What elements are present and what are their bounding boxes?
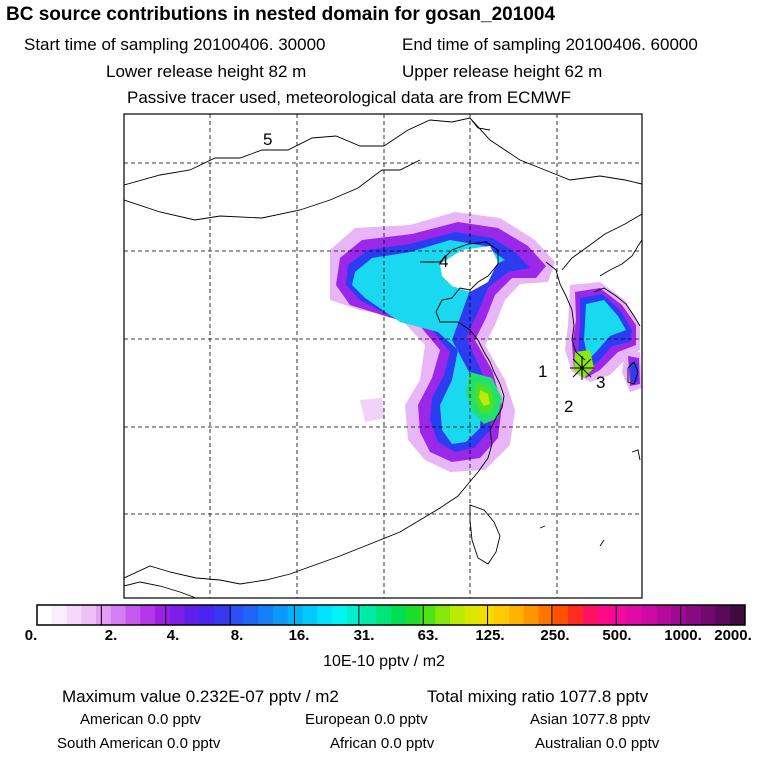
south-american-contribution: South American 0.0 pptv [57, 735, 221, 752]
colorbar-label: 2000. [714, 627, 752, 644]
colorbar-swatch [405, 605, 421, 625]
colorbar-label: 0. [24, 627, 38, 644]
colorbar-swatch [243, 605, 259, 625]
american-contribution: American 0.0 pptv [80, 711, 201, 728]
colorbar-swatch [582, 605, 598, 625]
tracer-info: Passive tracer used, meteorological data… [127, 88, 572, 107]
colorbar-swatch [494, 605, 510, 625]
australian-contribution: Australian 0.0 pptv [535, 735, 660, 752]
colorbar-swatch [214, 605, 230, 625]
colorbar-swatch [302, 605, 318, 625]
colorbar-swatch [420, 605, 436, 625]
colorbar-label: 250. [540, 627, 570, 644]
colorbar-swatch [96, 605, 112, 625]
colorbar-swatch [464, 605, 480, 625]
colorbar-swatch [450, 605, 466, 625]
colorbar-swatch [317, 605, 333, 625]
colorbar-swatch [273, 605, 289, 625]
colorbar-swatch [538, 605, 554, 625]
map-area [124, 114, 642, 598]
colorbar-swatch [155, 605, 171, 625]
colorbar-label: 8. [230, 627, 244, 644]
colorbar-label: 2. [104, 627, 118, 644]
colorbar-swatch [51, 605, 67, 625]
colorbar-swatch [391, 605, 407, 625]
colorbar-label: 4. [166, 627, 180, 644]
colorbar-swatch [110, 605, 126, 625]
colorbar-swatch [641, 605, 657, 625]
sampling-end-time: End time of sampling 20100406. 60000 [402, 35, 698, 54]
colorbar-swatch [568, 605, 584, 625]
colorbar-swatch [332, 605, 348, 625]
colorbar-swatch [686, 605, 702, 625]
colorbar-swatch [169, 605, 185, 625]
colorbar-label: 1000. [664, 627, 702, 644]
colorbar-swatch [125, 605, 141, 625]
colorbar-unit: 10E-10 pptv / m2 [323, 653, 445, 670]
sampling-start-time: Start time of sampling 20100406. 30000 [24, 35, 326, 54]
coastlines [124, 117, 642, 598]
colorbar-swatch [627, 605, 643, 625]
colorbar-label: 16. [288, 627, 310, 644]
colorbar-label: 125. [475, 627, 505, 644]
colorbar-swatch [361, 605, 377, 625]
colorbar-swatch [509, 605, 525, 625]
colorbar-swatch [140, 605, 156, 625]
colorbar-swatch [656, 605, 672, 625]
colorbar-swatch [700, 605, 716, 625]
colorbar-swatch [612, 605, 628, 625]
colorbar-label: 63. [417, 627, 439, 644]
colorbar-label: 500. [602, 627, 632, 644]
colorbar-frame [36, 604, 746, 626]
colorbar-swatch [346, 605, 362, 625]
colorbar [36, 604, 746, 626]
colorbar-swatch [287, 605, 303, 625]
african-contribution: African 0.0 pptv [330, 735, 435, 752]
marker-5: 5 [263, 130, 273, 149]
colorbar-swatch [199, 605, 215, 625]
colorbar-swatch [37, 605, 53, 625]
upper-release-height: Upper release height 62 m [402, 62, 603, 81]
colorbar-swatch [730, 605, 746, 625]
graticule [124, 114, 642, 598]
marker-3: 3 [596, 373, 606, 392]
asian-contribution: Asian 1077.8 pptv [530, 711, 651, 728]
colorbar-swatch [66, 605, 82, 625]
map-frame [123, 113, 643, 599]
colorbar-swatch [523, 605, 539, 625]
marker-2: 2 [564, 397, 574, 416]
colorbar-swatch [671, 605, 687, 625]
plume-hotspot [466, 350, 594, 424]
colorbar-swatch [435, 605, 451, 625]
european-contribution: European 0.0 pptv [305, 711, 428, 728]
maximum-value: Maximum value 0.232E-07 pptv / m2 [62, 687, 339, 706]
colorbar-swatch [715, 605, 731, 625]
marker-1: 1 [538, 362, 548, 381]
colorbar-label: 31. [353, 627, 375, 644]
total-mixing-ratio: Total mixing ratio 1077.8 pptv [427, 687, 649, 706]
receptor-star-icon [570, 356, 594, 380]
colorbar-swatch [376, 605, 392, 625]
colorbar-swatch [553, 605, 569, 625]
colorbar-swatch [184, 605, 200, 625]
plot-title: BC source contributions in nested domain… [6, 4, 556, 25]
bohai-sea [440, 246, 498, 292]
colorbar-swatch [597, 605, 613, 625]
colorbar-swatch [258, 605, 274, 625]
lower-release-height: Lower release height 82 m [106, 62, 307, 81]
colorbar-swatch [228, 605, 244, 625]
colorbar-swatch [81, 605, 97, 625]
marker-4: 4 [439, 252, 449, 271]
